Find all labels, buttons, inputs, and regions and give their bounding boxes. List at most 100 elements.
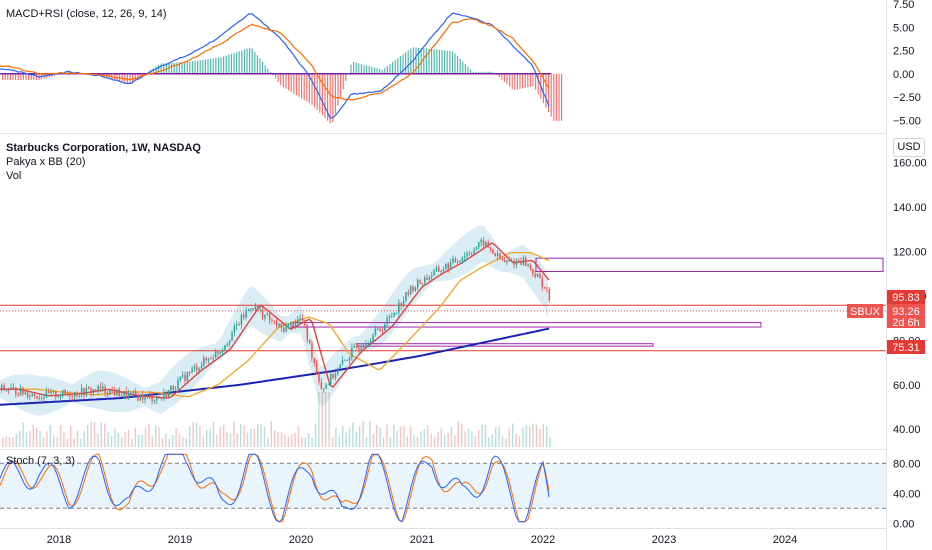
macd-histogram-bar [394, 60, 396, 74]
macd-histogram-bar [142, 73, 144, 76]
candle-body [69, 394, 71, 397]
candle-body [362, 346, 365, 348]
stoch-tick-label: 40.00 [893, 488, 921, 500]
candle-body [513, 260, 515, 265]
currency-button[interactable]: USD [893, 138, 925, 157]
candle-body [268, 313, 271, 320]
macd-histogram-bar [225, 55, 227, 74]
macd-histogram-bar [355, 62, 357, 74]
macd-histogram-bar [334, 73, 336, 114]
volume-bar [314, 423, 317, 447]
macd-histogram-bar [384, 67, 386, 74]
candle-body [402, 300, 405, 306]
volume-bar [365, 437, 368, 447]
candle-body [156, 397, 158, 401]
macd-histogram-bar [194, 60, 196, 74]
price-panel[interactable] [0, 225, 886, 447]
volume-bar [447, 432, 449, 447]
macd-histogram-bar [503, 73, 505, 83]
macd-histogram-bar [529, 73, 531, 87]
volume-bar [546, 426, 548, 447]
macd-histogram-bar [178, 62, 180, 74]
candle-body [395, 312, 398, 314]
volume-bar [406, 436, 408, 447]
macd-histogram-bar [519, 73, 521, 89]
macd-histogram-bar [386, 65, 388, 74]
macd-histogram-bar [449, 50, 451, 74]
support-price-tag [887, 340, 925, 354]
macd-tick-label: 7.50 [893, 0, 914, 11]
macd-panel[interactable] [0, 12, 563, 124]
candle-body [99, 386, 102, 389]
volume-bar [416, 436, 419, 447]
volume-bar [131, 438, 133, 447]
macd-histogram-bar [241, 50, 243, 74]
candle-body [221, 350, 224, 352]
candle-body [247, 308, 250, 311]
volume-bar [151, 436, 153, 447]
volume-bar [226, 432, 228, 447]
macd-histogram-bar [431, 49, 433, 74]
macd-histogram-bar [298, 73, 300, 97]
support-price-text: 75.31 [892, 342, 920, 354]
candle-body [40, 397, 43, 399]
volume-bar [338, 435, 340, 447]
candle-body [449, 262, 452, 269]
candle-body [428, 277, 431, 280]
volume-bar [114, 428, 116, 447]
macd-histogram-bar [28, 73, 30, 80]
macd-histogram-bar [314, 73, 316, 108]
candle-body [320, 382, 323, 389]
macd-histogram-bar [321, 73, 323, 116]
volume-bar [2, 437, 4, 447]
volume-bar [501, 435, 504, 447]
macd-histogram-bar [405, 52, 407, 74]
time-tick-label: 2018 [47, 534, 71, 546]
volume-bar [161, 438, 164, 447]
volume-bar [464, 431, 466, 447]
macd-histogram-bar [12, 73, 14, 80]
volume-bar [158, 427, 160, 447]
macd-histogram-bar [340, 73, 342, 98]
stoch-tick-label: 0.00 [893, 518, 914, 530]
volume-bar [287, 436, 289, 447]
candle-body [116, 389, 118, 396]
candle-body [191, 368, 193, 373]
volume-bar [369, 421, 371, 447]
macd-histogram-bar [220, 57, 222, 74]
candle-body [130, 392, 132, 394]
volume-bar [280, 432, 283, 447]
candle-body [503, 260, 506, 263]
candle-body [224, 345, 226, 351]
price-tick-label: 60.00 [893, 380, 921, 392]
candle-body [80, 387, 83, 396]
stoch-panel[interactable] [0, 453, 886, 523]
candle-body [153, 400, 156, 402]
macd-histogram-bar [514, 73, 516, 90]
candle-body [127, 393, 130, 398]
candle-body [482, 239, 485, 246]
macd-histogram-bar [327, 73, 329, 121]
candle-body [102, 386, 104, 389]
volume-bar [331, 437, 334, 447]
macd-histogram-bar [498, 73, 500, 78]
volume-bar [93, 422, 96, 447]
macd-histogram-bar [7, 73, 9, 80]
candle-body [290, 322, 292, 324]
macd-histogram-bar [160, 63, 162, 74]
macd-histogram-bar [558, 73, 560, 121]
macd-tick-label: −5.00 [893, 115, 921, 127]
macd-histogram-bar [501, 73, 503, 80]
volume-bar [478, 429, 480, 447]
candle-body [468, 253, 471, 255]
macd-histogram-bar [228, 54, 230, 74]
volume-bar [100, 422, 102, 447]
macd-histogram-bar [472, 71, 474, 74]
macd-histogram-bar [155, 66, 157, 74]
volume-bar [155, 425, 157, 447]
candle-body [454, 258, 457, 263]
volume-bar [420, 431, 422, 447]
macd-histogram-bar [9, 73, 11, 80]
